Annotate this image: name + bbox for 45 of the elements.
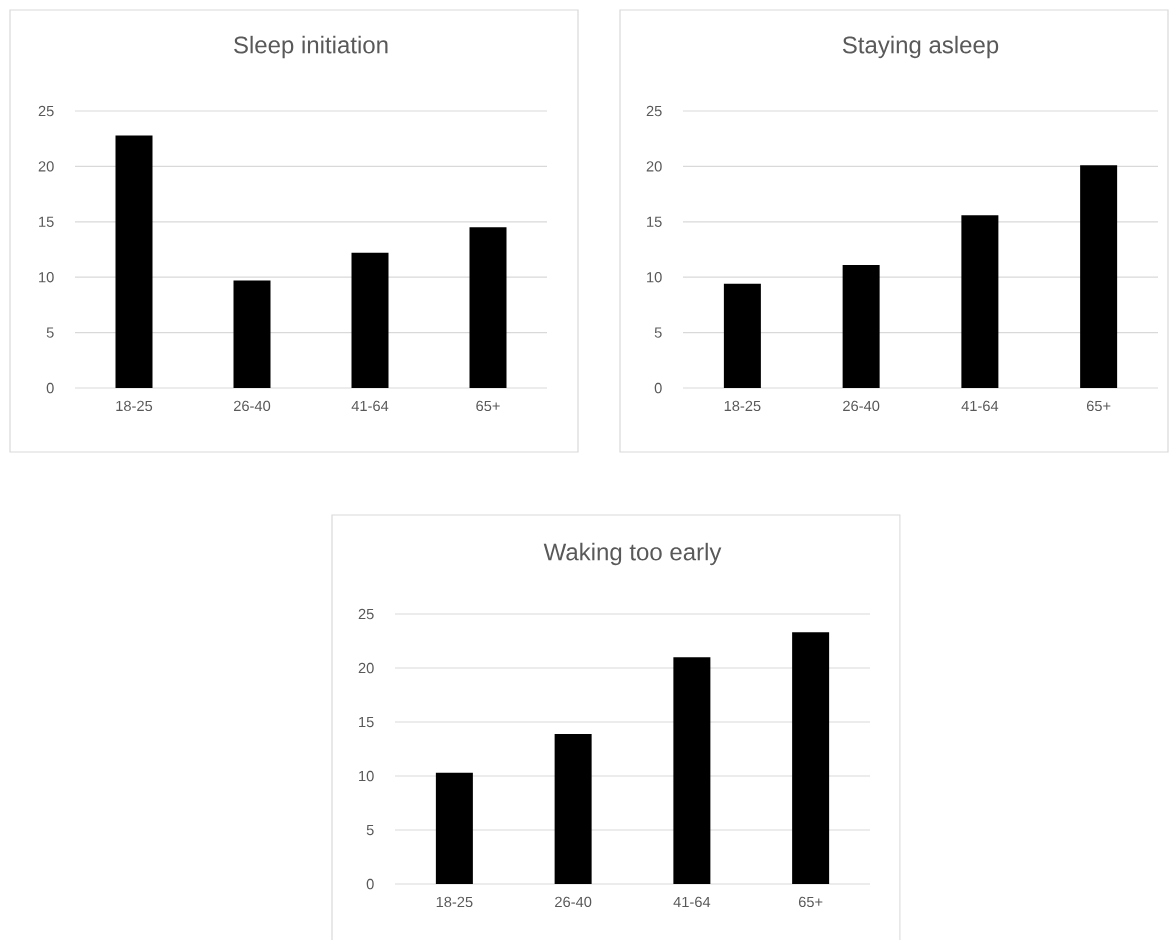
y-tick-label: 15	[647, 216, 662, 227]
chart-title: Waking too early	[543, 542, 722, 566]
x-tick-label: 26-40	[555, 896, 592, 908]
bar	[673, 657, 711, 885]
bar	[435, 772, 473, 885]
x-tick-label: 41-64	[351, 400, 389, 412]
x-tick-label: 41-64	[673, 896, 711, 908]
y-tick-label: 20	[358, 662, 374, 674]
y-tick-label: 5	[654, 327, 662, 338]
x-tick-label: 65+	[798, 896, 823, 908]
bar	[1080, 165, 1118, 388]
bar	[792, 632, 830, 885]
bar	[351, 252, 389, 388]
x-tick-label: 41-64	[961, 400, 999, 412]
x-tick-label: 26-40	[233, 400, 271, 412]
x-tick-label: 65+	[1086, 400, 1111, 412]
y-tick-label: 20	[38, 161, 54, 172]
bar	[233, 280, 271, 388]
x-tick-label: 65+	[476, 400, 500, 412]
chart-title: Staying asleep	[842, 35, 999, 59]
bar	[723, 283, 761, 388]
y-tick-label: 15	[359, 716, 374, 728]
bar	[115, 135, 153, 388]
y-tick-label: 0	[366, 878, 374, 890]
y-tick-label: 20	[646, 161, 662, 172]
bar	[554, 733, 592, 885]
x-tick-label: 18-25	[724, 400, 761, 412]
bar	[469, 227, 507, 388]
bar	[961, 215, 999, 388]
y-tick-label: 25	[358, 608, 374, 620]
x-tick-label: 26-40	[843, 400, 880, 412]
y-tick-label: 10	[39, 272, 54, 283]
y-tick-label: 10	[359, 770, 374, 782]
y-tick-label: 15	[39, 216, 54, 227]
y-tick-label: 5	[46, 327, 54, 338]
y-tick-label: 25	[646, 105, 662, 117]
x-tick-label: 18-25	[116, 400, 153, 412]
y-tick-label: 10	[647, 272, 662, 283]
x-tick-label: 18-25	[436, 896, 473, 908]
y-tick-label: 5	[366, 824, 374, 836]
bar	[842, 265, 880, 388]
chart-title: Sleep initiation	[234, 35, 388, 59]
y-tick-label: 0	[654, 382, 662, 394]
y-tick-label: 25	[38, 105, 54, 117]
y-tick-label: 0	[46, 382, 54, 394]
